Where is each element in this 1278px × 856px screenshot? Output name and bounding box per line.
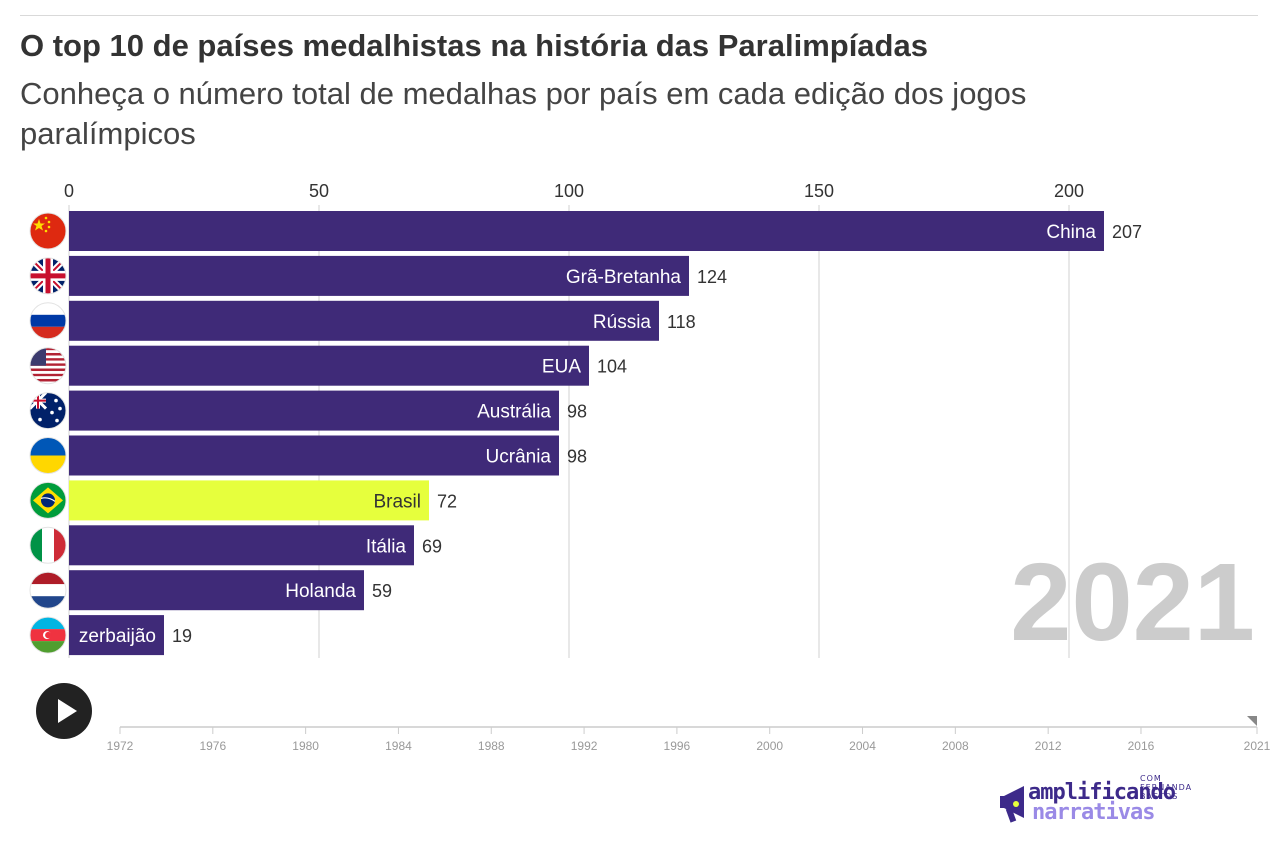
- bar: [69, 211, 1104, 251]
- australia-flag-icon: [30, 392, 66, 429]
- bar-value-label: 98: [567, 402, 587, 422]
- azerbaijan-flag-icon: [30, 617, 66, 654]
- chart-subtitle: Conheça o número total de medalhas por p…: [20, 76, 1027, 151]
- timeline-year-label: 1976: [199, 739, 226, 753]
- timeline-year-label: 2021: [1244, 739, 1271, 753]
- timeline-handle: [1247, 716, 1257, 726]
- bar-value-label: 69: [422, 536, 442, 556]
- flag-outline: [29, 481, 67, 519]
- flag-outline: [29, 212, 67, 250]
- x-tick-label: 100: [554, 181, 584, 201]
- bar-country-label: China: [1046, 222, 1096, 243]
- chart-title: O top 10 de países medalhistas na histór…: [20, 28, 928, 63]
- flag-outline: [29, 571, 67, 609]
- bar-country-label: Grã-Bretanha: [566, 267, 682, 288]
- timeline-year-label: 2008: [942, 739, 969, 753]
- timeline-year-label: 2004: [849, 739, 876, 753]
- bar: [69, 300, 659, 341]
- uk-flag-icon: [30, 257, 66, 294]
- italy-flag-icon: [30, 527, 66, 564]
- play-icon: [58, 699, 77, 723]
- bar-value-label: 19: [172, 626, 192, 646]
- play-button[interactable]: [36, 683, 92, 739]
- bar-country-label: Ucrânia: [486, 447, 552, 468]
- brazil-flag-icon: [30, 482, 66, 519]
- flag-outline: [29, 302, 67, 340]
- bar: [69, 480, 429, 521]
- year-label: 2021: [1010, 541, 1255, 664]
- x-tick-label: 150: [804, 181, 834, 201]
- ukraine-flag-icon: [30, 437, 66, 474]
- timeline-year-label: 1996: [664, 739, 691, 753]
- bar-country-label: Brasil: [373, 491, 421, 512]
- top-divider: [20, 15, 1258, 16]
- timeline-year-label: 1980: [292, 739, 319, 753]
- russia-flag-icon: [30, 302, 66, 339]
- bar-value-label: 98: [567, 447, 587, 467]
- logo-text-line2: narrativas: [1032, 800, 1155, 825]
- logo-subtext: COM FERNANDA BASTOS: [1140, 774, 1193, 801]
- timeline-year-label: 2012: [1035, 739, 1062, 753]
- timeline-year-label: 1992: [571, 739, 598, 753]
- bar-country-label: Holanda: [285, 581, 356, 602]
- bar-country-label: Rússia: [593, 312, 652, 333]
- bar-country-label: Austrália: [477, 402, 551, 423]
- bar-country-label: EUA: [542, 357, 581, 378]
- bar: [69, 525, 414, 566]
- bar-country-label: zerbaijão: [79, 626, 156, 647]
- flag-outline: [29, 257, 67, 295]
- flag-outline: [29, 616, 67, 654]
- timeline-year-label: 1984: [385, 739, 412, 753]
- usa-flag-icon: [30, 347, 66, 384]
- timeline-year-label: 1988: [478, 739, 505, 753]
- bar-value-label: 104: [597, 357, 627, 377]
- netherlands-flag-icon: [30, 572, 66, 609]
- bar: [69, 255, 689, 296]
- bar-value-label: 124: [697, 267, 727, 287]
- flag-outline: [29, 437, 67, 474]
- x-tick-label: 50: [309, 181, 329, 201]
- x-tick-label: 200: [1054, 181, 1084, 201]
- bar: [69, 390, 559, 431]
- x-tick-label: 0: [64, 181, 74, 201]
- bar-value-label: 118: [667, 312, 696, 332]
- bar: [69, 570, 364, 611]
- bar: [69, 615, 164, 656]
- bar-value-label: 72: [437, 491, 457, 511]
- bar-value-label: 59: [372, 581, 392, 601]
- bar: [69, 345, 589, 386]
- flag-outline: [29, 347, 67, 385]
- bar-value-label: 207: [1112, 222, 1142, 242]
- brand-logo: amplificando narrativas COM FERNANDA BAS…: [990, 772, 1193, 838]
- bar-country-label: Itália: [366, 536, 407, 557]
- timeline-year-label: 1972: [107, 739, 134, 753]
- bar: [69, 435, 559, 476]
- megaphone-icon: [1000, 786, 1024, 823]
- logo-text-line1: amplificando: [1028, 780, 1176, 805]
- flag-outline: [29, 526, 67, 564]
- flag-outline: [29, 392, 67, 430]
- china-flag-icon: [30, 213, 66, 249]
- timeline-year-label: 2000: [756, 739, 783, 753]
- timeline-year-label: 2016: [1128, 739, 1155, 753]
